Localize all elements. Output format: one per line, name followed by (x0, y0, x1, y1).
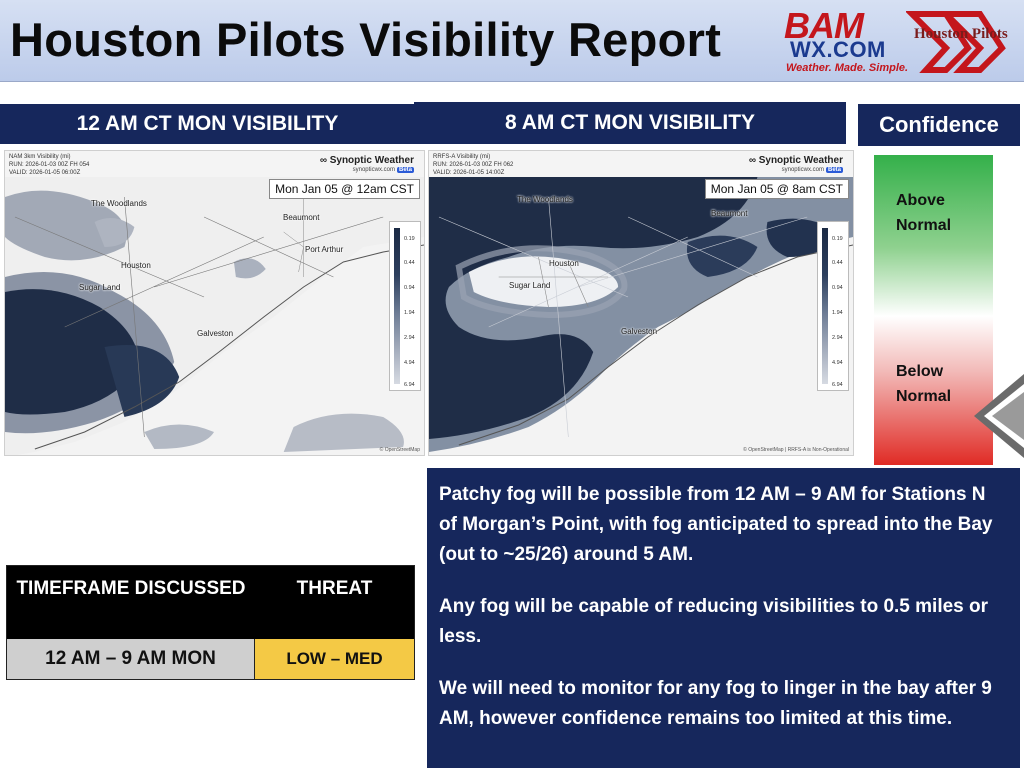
threat-table-header: TIMEFRAME DISCUSSED THREAT (7, 566, 414, 639)
page-title: Houston Pilots Visibility Report (10, 13, 722, 66)
bam-logo-tagline: Weather. Made. Simple. (786, 62, 909, 74)
forecast-discussion: Patchy fog will be possible from 12 AM –… (427, 468, 1020, 768)
threat-level-cell: LOW – MED (255, 639, 414, 679)
map2-title: 8 AM CT MON VISIBILITY (414, 102, 846, 144)
map1-site: synopticwx.com Beta (352, 167, 414, 173)
map2-canvas (429, 177, 853, 455)
confidence-gauge (874, 155, 993, 465)
city-label-galveston: Galveston (197, 329, 234, 338)
city-label-woodlands: The Woodlands (91, 199, 147, 208)
discussion-paragraph: Patchy fog will be possible from 12 AM –… (439, 484, 993, 565)
city-label-houston: Houston (121, 261, 151, 270)
map1-canvas (5, 177, 424, 455)
city-label-sugar-land: Sugar Land (79, 283, 121, 292)
map2-legend: 0.19 0.44 0.94 1.94 2.94 4.94 6.94 (817, 221, 849, 391)
discussion-paragraph: We will need to monitor for any fog to l… (439, 678, 992, 729)
discussion-paragraph: Any fog will be capable of reducing visi… (439, 596, 989, 647)
bam-logo-subtext: WX.COM (790, 37, 886, 62)
visibility-map-8am: RRFS-A Visibility (mi) RUN: 2026-01-03 0… (428, 150, 854, 456)
map2-brand: ∞ Synoptic Weather (748, 155, 843, 166)
visibility-map-12am: NAM 3km Visibility (mi) RUN: 2026-01-03 … (4, 150, 425, 456)
map1-legend-scale (394, 228, 400, 384)
city-label-galveston: Galveston (621, 327, 658, 336)
confidence-below-label: Below Normal (896, 363, 952, 405)
confidence-pointer-icon (974, 374, 1024, 458)
city-label-beaumont: Beaumont (283, 213, 320, 222)
city-label-woodlands: The Woodlands (517, 195, 573, 204)
map1-timestamp: Mon Jan 05 @ 12am CST (269, 179, 420, 199)
map2-credit: © OpenStreetMap | RRFS-A is Non-Operatio… (743, 447, 849, 453)
map2-site: synopticwx.com Beta (781, 167, 843, 173)
map1-credit: © OpenStreetMap (379, 447, 420, 453)
map1-legend: 0.19 0.44 0.94 1.94 2.94 4.94 6.94 (389, 221, 421, 391)
city-label-port-arthur: Port Arthur (305, 245, 344, 254)
timeframe-header: TIMEFRAME DISCUSSED (16, 578, 246, 599)
confidence-title: Confidence (858, 104, 1020, 146)
city-label-beaumont: Beaumont (711, 209, 748, 218)
map1-title: 12 AM CT MON VISIBILITY (0, 104, 415, 144)
houston-pilots-logo-text: Houston Pilots (914, 26, 1008, 42)
city-label-houston: Houston (549, 259, 579, 268)
city-label-sugar-land: Sugar Land (509, 281, 551, 290)
houston-pilots-emblem-icon (904, 11, 1006, 73)
map2-metadata: RRFS-A Visibility (mi) RUN: 2026-01-03 0… (433, 154, 514, 176)
confidence-above-label: Above Normal (896, 192, 952, 234)
map2-legend-scale (822, 228, 828, 384)
map1-metadata: NAM 3km Visibility (mi) RUN: 2026-01-03 … (9, 154, 90, 176)
map1-brand: ∞ Synoptic Weather (319, 155, 414, 166)
bam-logo-text: BAM (784, 5, 864, 46)
map2-timestamp: Mon Jan 05 @ 8am CST (704, 179, 849, 199)
header-banner: Houston Pilots Visibility Report BAM WX.… (0, 0, 1024, 82)
threat-table: TIMEFRAME DISCUSSED THREAT 12 AM – 9 AM … (6, 565, 415, 680)
threat-header: THREAT (296, 578, 373, 599)
houston-pilots-logo: Houston Pilots (904, 8, 1018, 74)
timeframe-cell: 12 AM – 9 AM MON (7, 639, 255, 679)
bamwx-logo: BAM WX.COM Weather. Made. Simple. (784, 5, 908, 78)
